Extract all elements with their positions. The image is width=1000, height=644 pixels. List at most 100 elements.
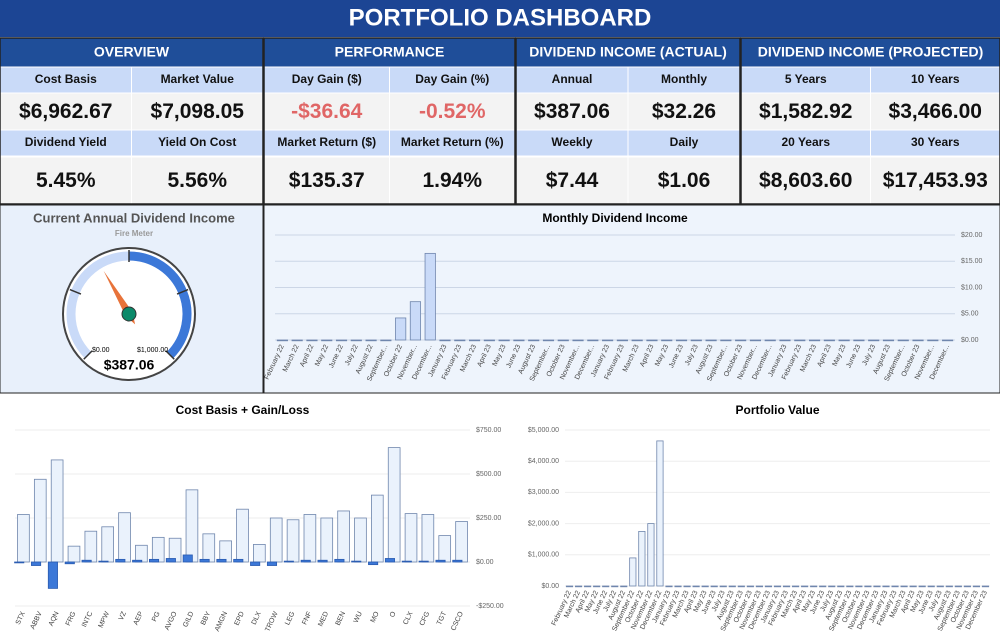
bar	[64, 561, 75, 565]
bar	[616, 339, 628, 342]
x-tick-label: PG	[151, 611, 162, 623]
bar	[823, 339, 835, 342]
chart-title: Cost Basis + Gain/Loss	[176, 403, 310, 417]
bar	[354, 517, 367, 563]
bar	[846, 585, 854, 588]
bar	[674, 585, 682, 588]
kpi-label-cell	[627, 66, 741, 94]
bar	[337, 510, 350, 563]
gauge-tick	[83, 350, 93, 360]
kpi-label: 5 Years	[785, 72, 827, 86]
bar	[602, 585, 610, 588]
bar	[31, 561, 42, 566]
bar	[401, 560, 412, 563]
bar	[692, 585, 700, 588]
kpi-label: 30 Years	[911, 135, 960, 149]
bar	[283, 560, 294, 563]
gauge-max-label: $1,000.00	[137, 347, 168, 354]
bar	[629, 557, 637, 587]
bar	[755, 585, 763, 588]
kpi-label: Monthly	[661, 72, 707, 86]
bar	[656, 440, 664, 587]
bar	[838, 339, 850, 342]
bar	[701, 585, 709, 588]
bar	[84, 530, 98, 563]
bar	[236, 508, 249, 563]
y-tick-label: $750.00	[476, 427, 501, 434]
kpi-value: 1.94%	[422, 169, 482, 192]
bar	[900, 585, 908, 588]
bar	[837, 585, 845, 588]
bar	[981, 585, 990, 588]
kpi-label: Cost Basis	[35, 72, 97, 86]
bar	[67, 545, 81, 563]
y-tick-label: $5.00	[961, 311, 979, 318]
bar	[683, 585, 691, 588]
bar	[300, 559, 311, 563]
bar	[98, 560, 109, 563]
bar	[746, 585, 754, 588]
y-tick-label: $0.00	[541, 583, 559, 590]
bar	[690, 339, 702, 342]
bar	[891, 585, 899, 588]
bar	[334, 558, 345, 563]
bar	[384, 558, 395, 563]
bar	[918, 585, 926, 588]
kpi-label: Market Value	[161, 72, 235, 86]
bar	[942, 339, 954, 342]
bar	[868, 339, 880, 342]
bar	[647, 523, 655, 587]
bar	[864, 585, 872, 588]
bar	[202, 533, 216, 563]
bar	[421, 514, 435, 563]
bar	[47, 561, 58, 589]
bar	[735, 339, 747, 342]
bar	[728, 585, 736, 588]
kpi-value: -$36.64	[291, 100, 363, 123]
bar	[135, 544, 148, 563]
y-tick-label: $0.00	[476, 559, 494, 566]
bar	[321, 339, 333, 342]
bar	[395, 317, 407, 341]
bar	[253, 544, 266, 563]
bar	[710, 585, 718, 588]
kpi-label: Day Gain ($)	[292, 72, 362, 86]
gauge-min-label: $0.00	[92, 347, 110, 354]
bar	[909, 585, 917, 588]
kpi-value: $1.06	[658, 169, 711, 192]
bar	[151, 536, 165, 563]
x-tick-label: MO	[370, 610, 381, 624]
bar	[250, 561, 261, 566]
kpi-label: Day Gain (%)	[415, 72, 489, 86]
section-border	[740, 37, 1000, 205]
bar	[587, 339, 599, 342]
bar	[912, 339, 924, 342]
bar	[101, 526, 114, 563]
chart-title: Monthly Dividend Income	[542, 211, 688, 225]
kpi-value: $7,098.05	[151, 100, 245, 123]
bar	[498, 339, 510, 342]
bar	[602, 339, 614, 342]
kpi-value-cell	[870, 92, 1000, 131]
gauge-value-label: $387.06	[104, 357, 155, 373]
bar	[792, 585, 800, 588]
bar	[266, 561, 278, 566]
section-title: OVERVIEW	[94, 44, 170, 60]
kpi-value: $135.37	[289, 169, 365, 192]
kpi-value-cell	[740, 92, 871, 131]
kpi-value: $6,962.67	[19, 100, 112, 123]
kpi-value: $17,453.93	[883, 169, 988, 192]
kpi-value-cell	[389, 156, 516, 205]
bar	[81, 559, 92, 563]
bar	[368, 561, 379, 566]
bar	[773, 585, 782, 588]
bar	[737, 585, 745, 588]
bar	[593, 585, 601, 588]
y-tick-label: $15.00	[961, 258, 983, 265]
kpi-value-cell	[131, 92, 264, 131]
section-title: DIVIDEND INCOME (ACTUAL)	[529, 44, 727, 60]
bar	[269, 517, 283, 563]
bar	[404, 513, 418, 563]
bar	[233, 558, 244, 563]
